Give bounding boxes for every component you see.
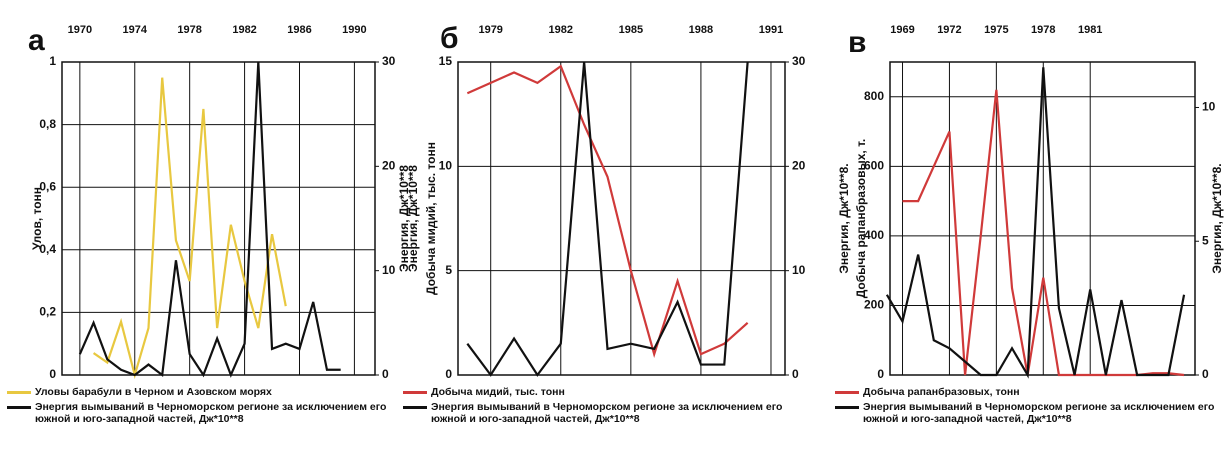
x-tick-label: 1979 xyxy=(478,24,502,36)
plot-frame xyxy=(61,61,376,376)
x-tick-label: 1975 xyxy=(984,24,1008,36)
x-tick-label: 1970 xyxy=(68,24,92,36)
y-tick-label: 800 xyxy=(864,89,884,103)
x-tick-label: 1981 xyxy=(1078,24,1102,36)
x-tick-label: 1985 xyxy=(619,24,643,36)
x-tick-label: 1969 xyxy=(890,24,914,36)
axis-label: Добыча рапанбразовых, т. xyxy=(854,139,868,299)
legend-item: Добыча мидий, тыс. тонн xyxy=(403,386,820,398)
axis-label: Добыча мидий, тыс. тонн xyxy=(424,142,438,295)
y-tick-label: 600 xyxy=(864,159,884,173)
y-tick-label: 0 xyxy=(877,367,884,381)
y-tick-label: 5 xyxy=(445,263,452,277)
y2-tick-label: 0 xyxy=(1202,367,1209,381)
plot-frame xyxy=(457,61,786,376)
y2-tick-label: 0 xyxy=(382,367,389,381)
y2-tick-label: 0 xyxy=(792,367,799,381)
plot-frame xyxy=(889,61,1196,376)
y2-tick-label: 5 xyxy=(1202,233,1209,247)
x-tick-label: 1982 xyxy=(232,24,256,36)
legend: Добыча рапанбразовых, тонн Энергия вымыва… xyxy=(835,386,1230,428)
legend-text: Добыча мидий, тыс. тонн xyxy=(431,386,565,398)
axis-label: Энергия, Дж*10**8 xyxy=(406,165,420,272)
x-tick-label: 1978 xyxy=(1031,24,1055,36)
x-tick-label: 1978 xyxy=(177,24,201,36)
y2-tick-label: 30 xyxy=(792,54,806,68)
legend-item: Энергия вымываний в Черноморском регионе… xyxy=(403,401,820,425)
legend-swatch xyxy=(835,406,859,409)
y-tick-label: 200 xyxy=(864,298,884,312)
y2-tick-label: 20 xyxy=(382,159,396,173)
panel-label: б xyxy=(440,22,459,55)
series-line xyxy=(466,64,749,358)
y2-tick-label: 10 xyxy=(382,263,396,277)
x-tick-label: 1972 xyxy=(937,24,961,36)
x-tick-label: 1982 xyxy=(549,24,573,36)
legend-text: Энергия вымываний в Черноморском регионе… xyxy=(863,401,1215,425)
y2-tick-label: 10 xyxy=(1202,100,1216,114)
series-line xyxy=(78,61,341,378)
series-line xyxy=(466,61,749,377)
y-tick-label: 10 xyxy=(439,159,453,173)
legend-swatch xyxy=(835,391,859,394)
y-tick-label: 0 xyxy=(445,367,452,381)
y2-tick-label: 20 xyxy=(792,159,806,173)
axis-label: Энергия, Дж*10**8 xyxy=(397,165,411,272)
legend-text: Энергия вымываний в Черноморском регионе… xyxy=(431,401,783,425)
legend-item: Добыча рапанбразовых, тонн xyxy=(835,386,1230,398)
x-tick-label: 1986 xyxy=(287,24,311,36)
y-tick-label: 400 xyxy=(864,228,884,242)
y2-tick-label: 30 xyxy=(382,54,396,68)
legend-swatch xyxy=(403,391,427,394)
y-tick-label: 0,2 xyxy=(39,305,56,319)
y-tick-label: 0 xyxy=(49,367,56,381)
y2-tick-label: 10 xyxy=(792,263,806,277)
legend-text: Добыча рапанбразовых, тонн xyxy=(863,386,1020,398)
legend-text: Энергия вымываний в Черноморском регионе… xyxy=(35,401,387,425)
legend: Уловы барабули в Черном и Азовском морях… xyxy=(7,386,410,428)
series-line xyxy=(885,67,1186,379)
y-tick-label: 1 xyxy=(49,54,56,68)
legend-item: Энергия вымываний в Черноморском регионе… xyxy=(835,401,1230,425)
x-tick-label: 1988 xyxy=(689,24,713,36)
legend: Добыча мидий, тыс. тонн Энергия вымываний… xyxy=(403,386,820,428)
legend-item: Уловы барабули в Черном и Азовском морях xyxy=(7,386,410,398)
x-tick-label: 1991 xyxy=(759,24,783,36)
y-tick-label: 0,4 xyxy=(39,242,56,256)
legend-item: Энергия вымываний в Черноморском регионе… xyxy=(7,401,410,425)
panel-label: а xyxy=(28,24,45,57)
legend-swatch xyxy=(403,406,427,409)
legend-text: Уловы барабули в Черном и Азовском морях xyxy=(35,386,272,398)
axis-label: Энергия, Дж*10**8. xyxy=(1210,163,1224,273)
legend-swatch xyxy=(7,406,31,409)
y-tick-label: 0,8 xyxy=(39,117,56,131)
axis-label: Энергия, Дж*10**8. xyxy=(837,163,851,273)
x-tick-label: 1990 xyxy=(342,24,366,36)
series-line xyxy=(92,77,287,380)
y-tick-label: 0,6 xyxy=(39,179,56,193)
legend-swatch xyxy=(7,391,31,394)
axis-label: Улов, тонн xyxy=(30,187,44,250)
panel-label: в xyxy=(848,26,866,59)
x-tick-label: 1974 xyxy=(123,24,148,36)
y-tick-label: 15 xyxy=(439,54,453,68)
